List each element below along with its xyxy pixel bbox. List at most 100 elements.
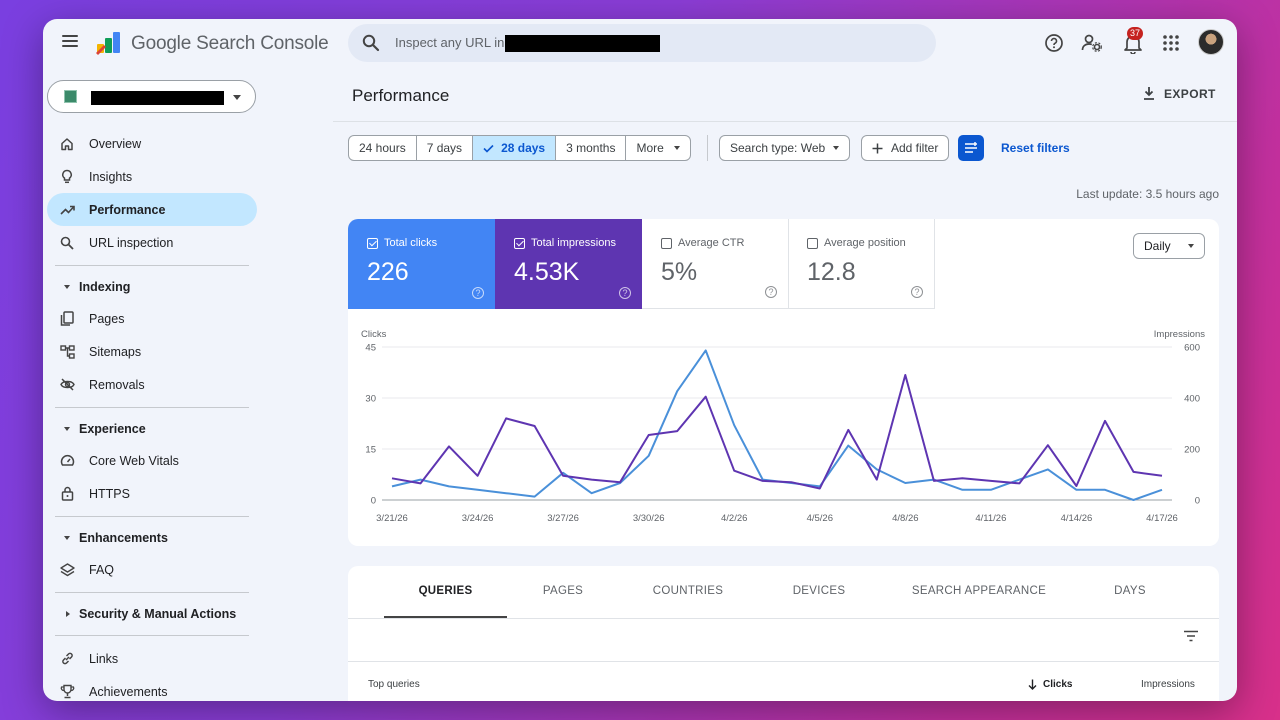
help-icon[interactable]	[1043, 32, 1065, 54]
x-tick-label: 4/14/26	[1061, 513, 1093, 524]
column-label: Clicks	[1043, 679, 1073, 690]
sidebar-item-label: Links	[89, 651, 119, 666]
home-icon	[59, 136, 75, 152]
metric-average-position[interactable]: Average position 12.8 ?	[788, 219, 935, 309]
search-console-logo	[96, 32, 120, 55]
tab-pages[interactable]: PAGES	[542, 585, 584, 597]
range-7-days[interactable]: 7 days	[417, 136, 474, 160]
sidebar-item-core-web-vitals[interactable]: Core Web Vitals	[47, 444, 257, 477]
sidebar-item-overview[interactable]: Overview	[47, 127, 257, 160]
sidebar-item-https[interactable]: HTTPS	[47, 477, 257, 510]
granularity-dropdown[interactable]: Daily	[1133, 233, 1205, 259]
last-update-text: Last update: 3.5 hours ago	[1076, 187, 1219, 201]
url-inspect-search[interactable]: Inspect any URL in	[348, 24, 936, 62]
notification-count-badge: 37	[1127, 27, 1144, 40]
column-header-clicks[interactable]: Clicks	[1028, 679, 1072, 690]
range-24-hours[interactable]: 24 hours	[349, 136, 417, 160]
sidebar-item-removals[interactable]: Removals	[47, 368, 257, 401]
range-more-dropdown[interactable]: More	[626, 136, 689, 160]
metric-average-ctr[interactable]: Average CTR 5% ?	[642, 219, 789, 309]
tab-queries[interactable]: QUERIES	[418, 585, 473, 597]
property-favicon	[64, 90, 77, 103]
sitemap-icon	[59, 344, 75, 360]
help-icon[interactable]: ?	[619, 287, 631, 299]
tab-devices[interactable]: DEVICES	[792, 585, 846, 597]
add-filter-label: Add filter	[891, 141, 939, 155]
x-tick-label: 3/27/26	[547, 513, 579, 524]
user-settings-icon[interactable]	[1081, 32, 1103, 54]
search-icon	[362, 34, 380, 52]
sidebar-divider	[55, 516, 249, 517]
tab-search-appearance[interactable]: SEARCH APPEARANCE	[911, 585, 1047, 597]
sidebar-item-faq[interactable]: FAQ	[47, 553, 257, 586]
caret-down-icon	[64, 285, 70, 289]
filter-settings-button[interactable]	[958, 135, 984, 161]
sidebar-item-achievements[interactable]: Achievements	[47, 675, 257, 701]
section-title: Enhancements	[79, 531, 168, 545]
left-tick-label: 0	[371, 496, 376, 507]
help-icon[interactable]: ?	[911, 286, 923, 298]
metric-total-clicks[interactable]: Total clicks 226 ?	[348, 219, 495, 309]
sidebar-item-url-inspection[interactable]: URL inspection	[47, 226, 257, 259]
sidebar-section-security[interactable]: Security & Manual Actions	[47, 599, 257, 629]
redacted-property-url	[505, 35, 660, 52]
eye-off-icon	[59, 377, 75, 393]
search-type-dropdown[interactable]: Search type: Web	[719, 135, 851, 161]
section-title: Experience	[79, 422, 146, 436]
export-button[interactable]: EXPORT	[1142, 86, 1216, 101]
apps-grid-icon[interactable]	[1160, 32, 1182, 54]
metric-value: 226	[367, 258, 409, 286]
app-title: Google Search Console	[131, 33, 329, 54]
sidebar-item-insights[interactable]: Insights	[47, 160, 257, 193]
add-filter-button[interactable]: Add filter	[861, 135, 950, 161]
account-avatar[interactable]	[1198, 29, 1224, 55]
checkbox-unchecked-icon	[807, 237, 818, 249]
table-header-divider	[348, 661, 1219, 662]
chevron-down-icon	[673, 146, 680, 150]
tab-days[interactable]: DAYS	[1114, 585, 1146, 597]
help-icon[interactable]: ?	[472, 287, 484, 299]
sidebar-item-pages[interactable]: Pages	[47, 302, 257, 335]
trophy-icon	[59, 684, 75, 700]
trending-up-icon	[59, 202, 75, 218]
checkbox-unchecked-icon	[661, 237, 672, 249]
sidebar-item-performance[interactable]: Performance	[47, 193, 257, 226]
sidebar-section-indexing[interactable]: Indexing	[47, 272, 257, 302]
sidebar-item-label: HTTPS	[89, 486, 130, 501]
x-tick-label: 4/17/26	[1146, 513, 1178, 524]
column-header-impressions[interactable]: Impressions	[1141, 679, 1195, 690]
metric-label: Average position	[824, 237, 906, 249]
metric-value: 12.8	[807, 258, 856, 286]
page-title: Performance	[352, 86, 450, 105]
sidebar-item-links[interactable]: Links	[47, 642, 257, 675]
range-28-days[interactable]: 28 days	[473, 136, 557, 160]
range-label: More	[636, 141, 664, 155]
left-tick-label: 30	[365, 394, 376, 405]
tab-countries[interactable]: COUNTRIES	[652, 585, 724, 597]
search-icon	[59, 235, 75, 251]
series-line-impressions	[391, 374, 1163, 490]
download-icon	[1144, 87, 1154, 100]
x-tick-label: 3/21/26	[376, 513, 408, 524]
range-3-months[interactable]: 3 months	[556, 136, 627, 160]
menu-icon[interactable]	[62, 35, 78, 47]
chevron-down-icon	[833, 146, 840, 150]
series-line-clicks	[391, 349, 1163, 501]
reset-filters-link[interactable]: Reset filters	[1001, 141, 1070, 155]
search-placeholder: Inspect any URL in	[395, 35, 505, 50]
sidebar-item-label: FAQ	[89, 562, 115, 577]
range-label: 28 days	[501, 141, 546, 155]
sidebar-section-experience[interactable]: Experience	[47, 414, 257, 444]
sidebar-item-sitemaps[interactable]: Sitemaps	[47, 335, 257, 368]
plus-icon	[872, 143, 883, 153]
table-filter-icon[interactable]	[1183, 630, 1199, 642]
checkbox-checked-icon	[367, 237, 378, 249]
property-selector[interactable]	[47, 80, 256, 113]
help-icon[interactable]: ?	[765, 286, 777, 298]
sidebar-section-enhancements[interactable]: Enhancements	[47, 523, 257, 553]
metric-total-impressions[interactable]: Total impressions 4.53K ?	[495, 219, 642, 309]
performance-card: Total clicks 226 ? Total impressions 4.5…	[348, 219, 1219, 546]
sidebar-item-label: Overview	[89, 136, 142, 151]
x-tick-label: 4/2/26	[721, 513, 747, 524]
caret-down-icon	[64, 536, 70, 540]
